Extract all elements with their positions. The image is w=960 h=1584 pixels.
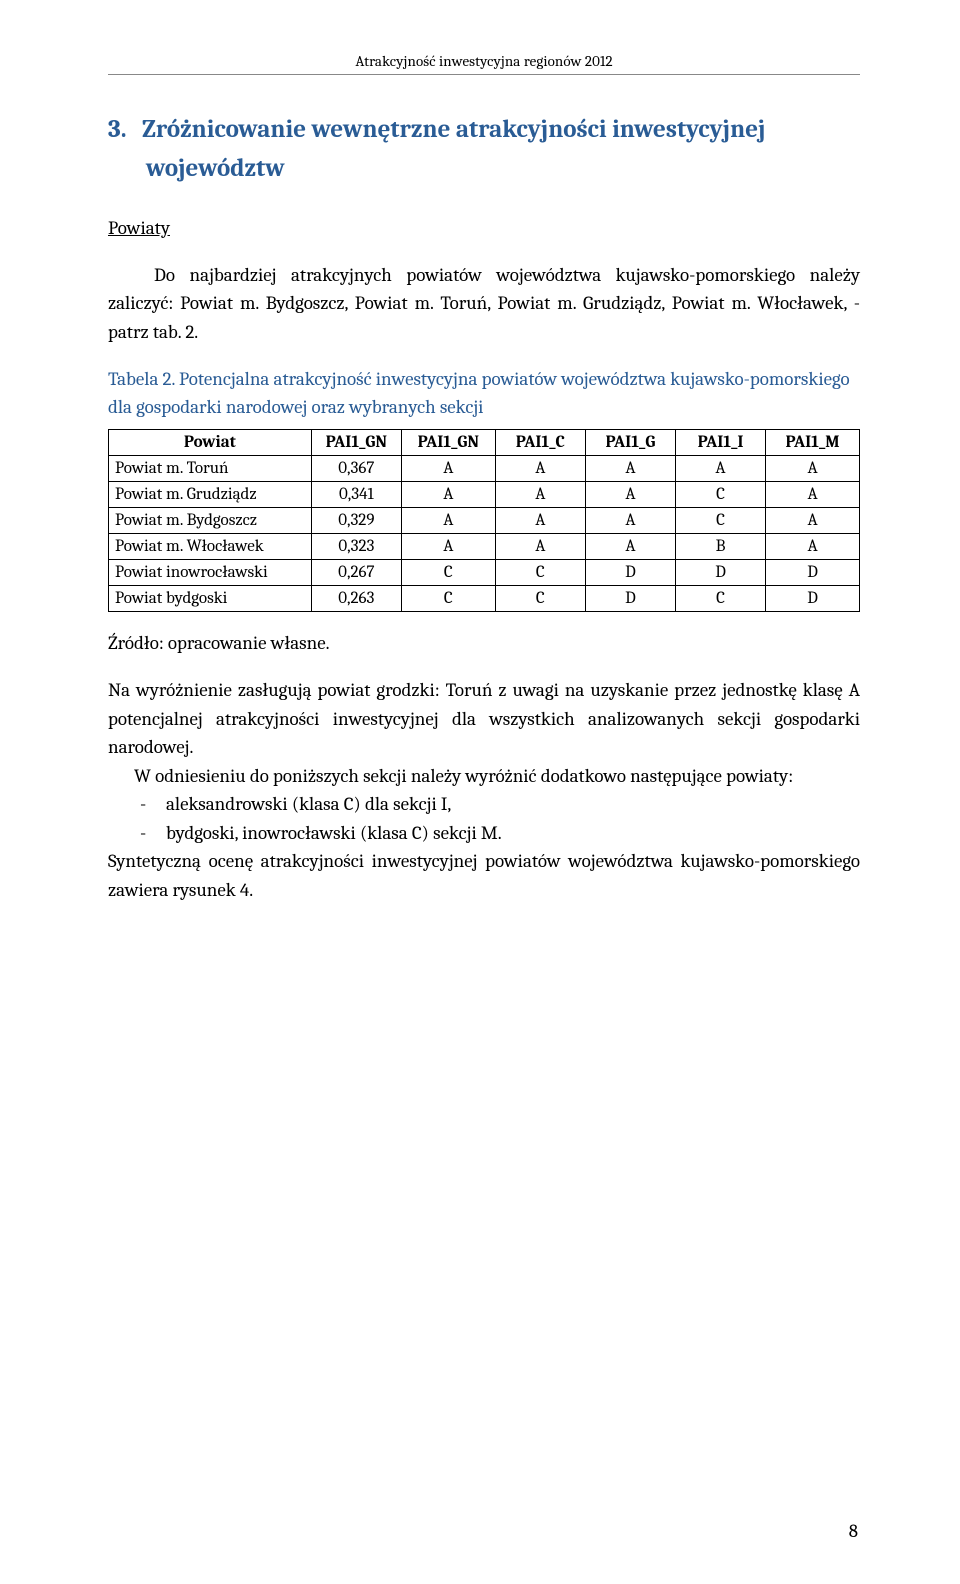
table-header-cell: PAI1_G xyxy=(585,430,675,456)
table-cell: D xyxy=(766,586,860,612)
source-line: Źródło: opracowanie własne. xyxy=(108,632,860,654)
table-cell: A xyxy=(585,534,675,560)
table-cell: A xyxy=(766,482,860,508)
table-cell: 0,329 xyxy=(311,508,401,534)
table-header-row: PowiatPAI1_GNPAI1_GNPAI1_CPAI1_GPAI1_IPA… xyxy=(109,430,860,456)
table-cell: D xyxy=(766,560,860,586)
section-heading: 3.Zróżnicowanie wewnętrzne atrakcyjności… xyxy=(108,111,860,189)
subheading-powiaty: Powiaty xyxy=(108,217,860,239)
table-cell: A xyxy=(585,508,675,534)
table-cell: A xyxy=(495,482,585,508)
table-cell: A xyxy=(401,508,495,534)
table-cell: A xyxy=(585,456,675,482)
table-cell: C xyxy=(675,586,765,612)
table-cell: A xyxy=(401,534,495,560)
table-cell: A xyxy=(495,534,585,560)
table-cell: Powiat inowrocławski xyxy=(109,560,312,586)
section-title-line2: województw xyxy=(108,150,860,189)
bullet-dash: - xyxy=(140,819,166,848)
table-cell: A xyxy=(766,456,860,482)
paragraph-summary: Syntetyczną ocenę atrakcyjności inwestyc… xyxy=(108,847,860,904)
intro-paragraph: Do najbardziej atrakcyjnych powiatów woj… xyxy=(108,261,860,347)
table-cell: 0,263 xyxy=(311,586,401,612)
table-header-cell: PAI1_GN xyxy=(311,430,401,456)
running-header: Atrakcyjność inwestycyjna regionów 2012 xyxy=(108,52,860,75)
list-item: -aleksandrowski (klasa C) dla sekcji I, xyxy=(108,790,860,819)
bullet-dash: - xyxy=(140,790,166,819)
list-item: -bydgoski, inowrocławski (klasa C) sekcj… xyxy=(108,819,860,848)
table-row: Powiat bydgoski0,263CCDCD xyxy=(109,586,860,612)
table-cell: Powiat m. Toruń xyxy=(109,456,312,482)
paragraph-sections-intro: W odniesieniu do poniższych sekcji należ… xyxy=(108,762,860,791)
table-cell: A xyxy=(585,482,675,508)
table-cell: A xyxy=(401,482,495,508)
table-cell: Powiat m. Włocławek xyxy=(109,534,312,560)
table-header-cell: PAI1_M xyxy=(766,430,860,456)
paragraph-highlight: Na wyróżnienie zasługują powiat grodzki:… xyxy=(108,676,860,762)
table-cell: C xyxy=(401,560,495,586)
table-cell: 0,323 xyxy=(311,534,401,560)
table-cell: A xyxy=(766,534,860,560)
table-cell: 0,267 xyxy=(311,560,401,586)
page-number: 8 xyxy=(849,1520,858,1542)
table-cell: Powiat m. Grudziądz xyxy=(109,482,312,508)
table-row: Powiat m. Bydgoszcz0,329AAACA xyxy=(109,508,860,534)
table-cell: Powiat bydgoski xyxy=(109,586,312,612)
table-cell: C xyxy=(495,586,585,612)
table-cell: C xyxy=(675,508,765,534)
table-header-cell: PAI1_C xyxy=(495,430,585,456)
table-cell: 0,367 xyxy=(311,456,401,482)
table-cell: A xyxy=(495,508,585,534)
data-table: PowiatPAI1_GNPAI1_GNPAI1_CPAI1_GPAI1_IPA… xyxy=(108,429,860,612)
table-cell: B xyxy=(675,534,765,560)
table-header-cell: Powiat xyxy=(109,430,312,456)
table-cell: A xyxy=(766,508,860,534)
table-row: Powiat m. Grudziądz0,341AAACA xyxy=(109,482,860,508)
table-cell: D xyxy=(585,586,675,612)
table-row: Powiat m. Toruń0,367AAAAA xyxy=(109,456,860,482)
table-header-cell: PAI1_I xyxy=(675,430,765,456)
table-row: Powiat inowrocławski0,267CCDDD xyxy=(109,560,860,586)
table-cell: A xyxy=(675,456,765,482)
table-cell: 0,341 xyxy=(311,482,401,508)
section-title-line1: Zróżnicowanie wewnętrzne atrakcyjności i… xyxy=(142,111,765,150)
table-cell: A xyxy=(495,456,585,482)
table-header-cell: PAI1_GN xyxy=(401,430,495,456)
bullet-list: -aleksandrowski (klasa C) dla sekcji I,-… xyxy=(108,790,860,847)
table-cell: D xyxy=(585,560,675,586)
table-cell: Powiat m. Bydgoszcz xyxy=(109,508,312,534)
table-cell: C xyxy=(401,586,495,612)
table-cell: A xyxy=(401,456,495,482)
section-number: 3. xyxy=(108,111,142,150)
table-row: Powiat m. Włocławek0,323AAABA xyxy=(109,534,860,560)
table-cell: D xyxy=(675,560,765,586)
table-cell: C xyxy=(675,482,765,508)
table-caption: Tabela 2. Potencjalna atrakcyjność inwes… xyxy=(108,366,860,421)
table-cell: C xyxy=(495,560,585,586)
